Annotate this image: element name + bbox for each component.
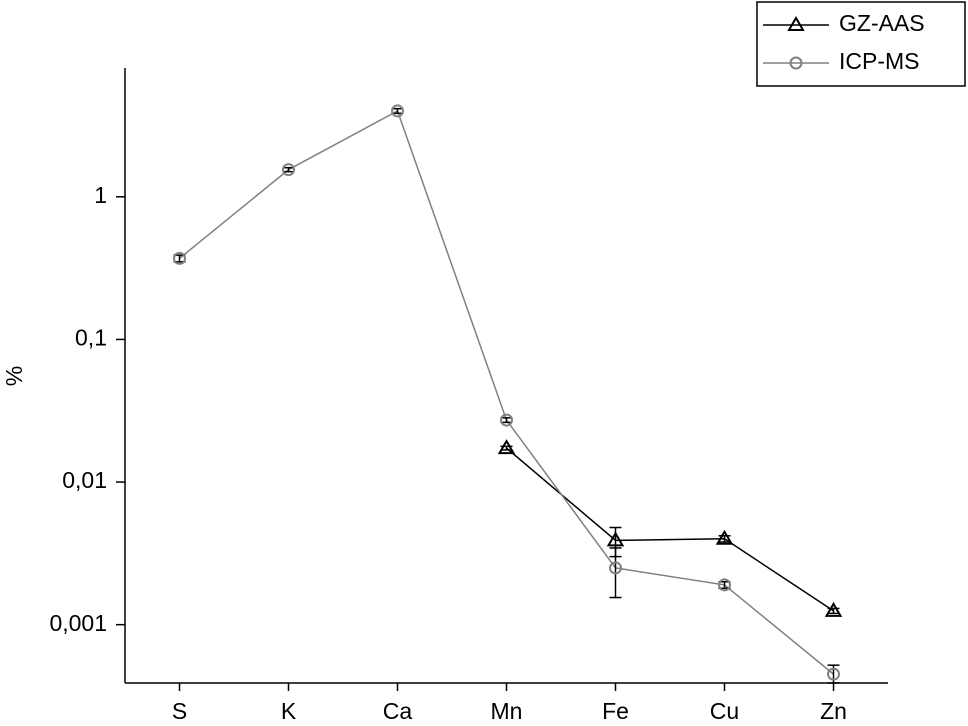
marker-triangle xyxy=(606,531,625,547)
y-tick-label: 0,1 xyxy=(75,325,107,351)
y-tick-label: 0,001 xyxy=(49,610,107,636)
legend-marker xyxy=(787,16,805,31)
marker-circle xyxy=(282,163,295,177)
marker-circle xyxy=(609,561,622,575)
series xyxy=(173,104,840,684)
legend: GZ-AAS ICP-MS xyxy=(756,1,966,87)
x-tick-label: Zn xyxy=(820,698,847,724)
marker-triangle xyxy=(497,439,516,455)
x-tick-label: Ca xyxy=(383,698,413,724)
series-line xyxy=(179,109,834,675)
marker-circle xyxy=(827,667,840,681)
marker-circle xyxy=(500,413,513,427)
x-tick-label: Mn xyxy=(491,698,523,724)
y-tick-label: 0,01 xyxy=(62,467,107,493)
error-bar xyxy=(718,535,731,543)
y-axis-label: % xyxy=(1,366,27,386)
series-line xyxy=(506,447,834,612)
marker-triangle xyxy=(824,601,843,617)
marker-circle xyxy=(173,251,186,265)
legend-label: ICP-MS xyxy=(839,48,920,74)
marker-circle xyxy=(391,104,404,118)
x-tick-label: Cu xyxy=(710,698,739,724)
x-tick-label: S xyxy=(172,698,187,724)
error-bar xyxy=(282,166,295,173)
series xyxy=(497,439,843,617)
x-tick-label: K xyxy=(281,698,297,724)
error-bar xyxy=(827,607,840,615)
marker-triangle xyxy=(715,529,734,545)
legend-label: GZ-AAS xyxy=(839,10,925,36)
marker-circle xyxy=(718,578,731,592)
legend-marker xyxy=(789,56,803,70)
legend-box xyxy=(756,1,966,87)
x-tick-label: Fe xyxy=(602,698,629,724)
y-tick-label: 1 xyxy=(94,182,107,208)
